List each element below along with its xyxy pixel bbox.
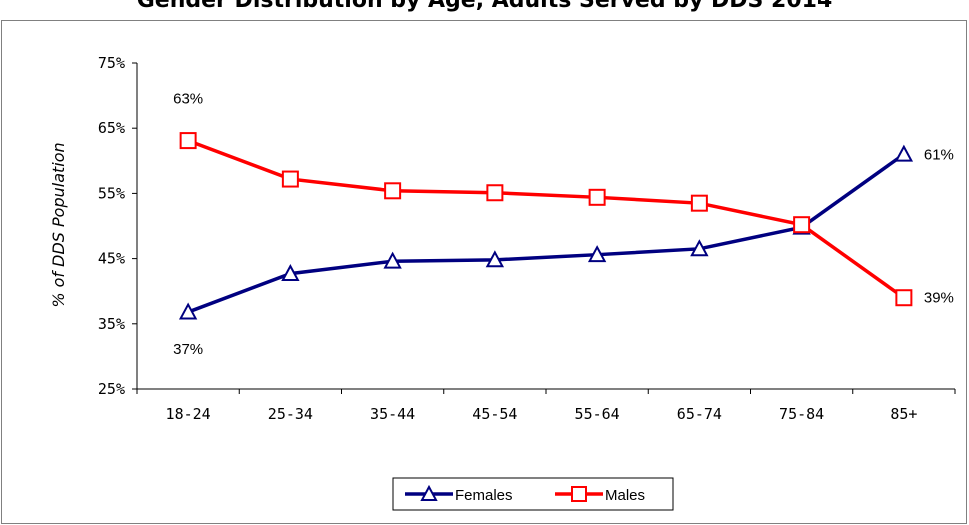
males-point (179, 132, 197, 150)
females-data-label: 37% (173, 341, 203, 358)
males-legend-marker (571, 486, 587, 502)
legend: Females Males (392, 477, 674, 511)
females-legend-marker (420, 484, 438, 501)
females-legend-label: Females (455, 487, 513, 504)
x-tick-label: 65-74 (677, 405, 722, 423)
y-tick-label: 65% (98, 119, 125, 137)
males-point (588, 188, 606, 206)
chart-frame (1, 20, 967, 524)
x-tick-label: 25-34 (268, 405, 313, 423)
males-data-label: 63% (173, 91, 203, 108)
y-tick-label: 75% (98, 54, 125, 72)
males-data-label: 39% (924, 290, 954, 307)
females-point (281, 263, 300, 281)
males-point (895, 289, 913, 307)
x-tick-label: 85+ (890, 405, 917, 423)
x-tick-label: 45-54 (472, 405, 517, 423)
x-tick-label: 75-84 (779, 405, 824, 423)
x-tick-label: 55-64 (575, 405, 620, 423)
y-axis-label: % of DDS Population (49, 142, 68, 307)
chart-title: Gender Distribution by Age, Adults Serve… (136, 0, 833, 13)
x-tick-label: 35-44 (370, 405, 415, 423)
females-point (178, 302, 198, 320)
x-tick-label: 18-24 (166, 405, 211, 423)
females-point (485, 250, 505, 268)
females-point (587, 245, 607, 263)
males-point (793, 216, 811, 234)
males-point (281, 170, 299, 188)
y-tick-label: 55% (98, 184, 125, 202)
data-labels: 37% 61% 63% 39% (173, 91, 954, 358)
females-series-line (187, 152, 905, 314)
females-point (690, 239, 709, 257)
y-tick-label: 25% (98, 380, 125, 398)
males-point (384, 182, 402, 200)
males-point (486, 184, 504, 202)
tick-labels: 25% 35% 45% 55% 65% 75% 18-24 25-34 35-44 45-54 55… (98, 54, 918, 423)
y-tick-label: 35% (98, 315, 125, 333)
series-group (178, 132, 914, 320)
axes (132, 62, 956, 394)
males-point (690, 194, 708, 212)
females-point (894, 144, 914, 162)
females-point (383, 251, 402, 269)
males-legend-label: Males (605, 487, 645, 504)
males-series-line (187, 138, 905, 300)
females-data-label: 61% (924, 146, 954, 163)
y-tick-label: 45% (98, 250, 125, 268)
